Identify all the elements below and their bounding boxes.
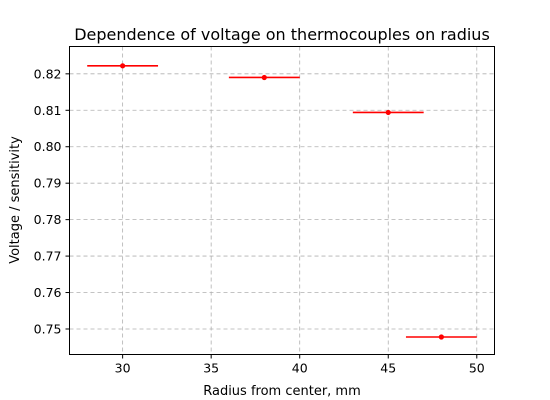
y-tick-label: 0.80 [34, 139, 62, 154]
point-marker [438, 334, 444, 340]
y-axis-label: Voltage / sensitivity [8, 136, 23, 264]
plot-frame [69, 46, 495, 355]
x-tick-label: 30 [115, 361, 131, 376]
y-tick-label: 0.82 [34, 66, 62, 81]
point-marker [261, 74, 267, 81]
data-points [87, 63, 477, 340]
data-point [405, 334, 477, 340]
y-tick-label: 0.79 [34, 176, 62, 191]
y-tick-label: 0.76 [34, 285, 62, 300]
data-point [228, 74, 300, 81]
y-tick-label: 0.77 [34, 249, 62, 264]
x-tick-label: 45 [380, 361, 396, 376]
y-tick-label: 0.75 [34, 321, 62, 336]
ticks: 30 35 40 45 50 0.75 0.76 0.77 0.78 0.79 0.80 0.81 0.… [34, 66, 485, 375]
y-tick-label: 0.78 [34, 212, 62, 227]
point-marker [385, 109, 391, 116]
x-axis-label: Radius from center, mm [203, 384, 361, 399]
x-tick-label: 40 [292, 361, 308, 376]
y-tick-label: 0.81 [34, 103, 62, 118]
chart-title: Dependence of voltage on thermocouples o… [74, 25, 490, 44]
grid [69, 46, 495, 355]
data-point [352, 109, 424, 116]
x-tick-label: 50 [469, 361, 485, 376]
x-tick-label: 35 [203, 361, 219, 376]
point-marker [120, 63, 126, 69]
data-point [87, 63, 159, 69]
